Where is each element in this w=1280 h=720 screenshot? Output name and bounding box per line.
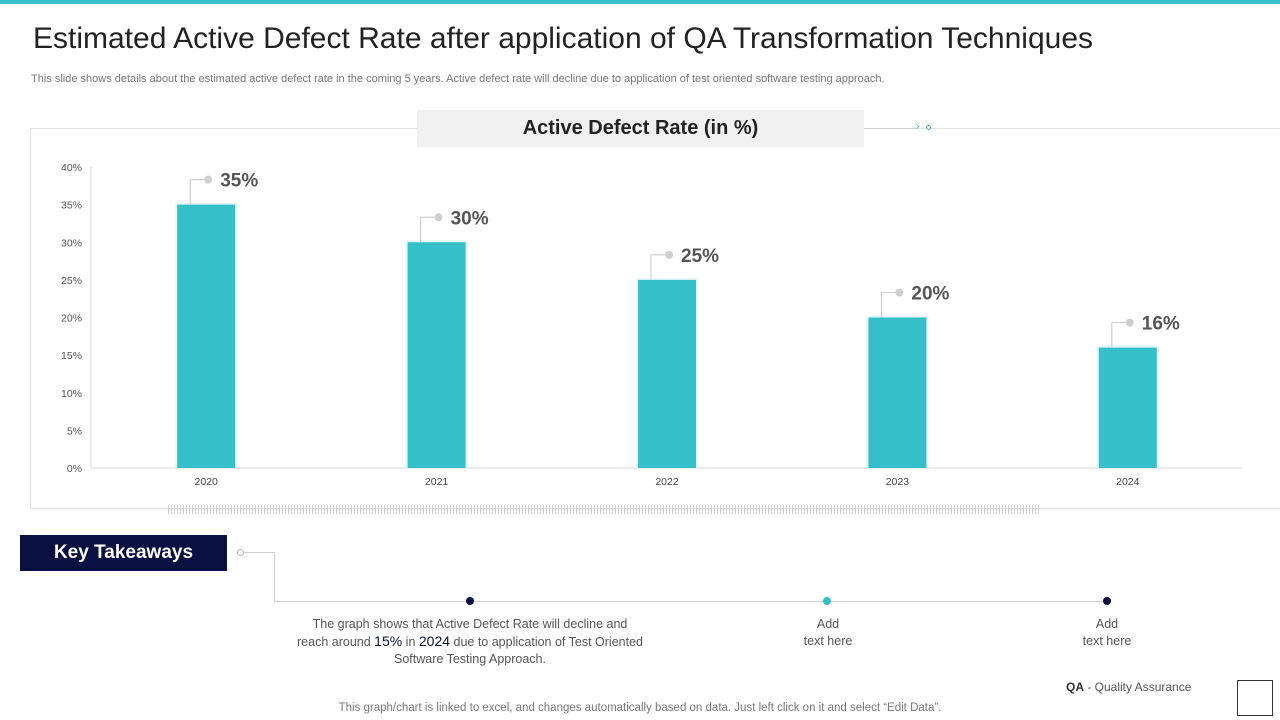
callout-connector	[880, 292, 899, 318]
data-label: 35%	[220, 171, 258, 192]
callout-dot	[204, 175, 213, 184]
x-tick-label: 2021	[425, 476, 449, 488]
connector-line	[244, 552, 275, 553]
timeline-dot-icon	[823, 597, 831, 605]
takeaway-text-1[interactable]: The graph shows that Active Defect Rate …	[297, 617, 643, 666]
chart-title-connector	[864, 128, 918, 129]
y-tick-label: 40%	[61, 162, 82, 174]
y-tick-label: 20%	[61, 313, 82, 325]
bar	[407, 242, 466, 468]
data-label: 25%	[681, 246, 719, 267]
footer-note: This graph/chart is linked to excel, and…	[338, 702, 942, 714]
callout-connector	[1111, 322, 1129, 348]
top-accent-bar	[0, 0, 1280, 4]
timeline-dot-icon	[466, 597, 474, 605]
bar	[868, 317, 927, 468]
x-tick-label: 2022	[655, 476, 679, 488]
data-label: 16%	[1142, 314, 1180, 335]
callout-dot	[895, 288, 904, 297]
y-tick-label: 10%	[61, 388, 82, 400]
timeline-line	[274, 601, 1110, 602]
y-tick-label: 30%	[61, 237, 82, 249]
y-tick-label: 5%	[67, 425, 82, 437]
x-tick-label: 2024	[1116, 476, 1140, 488]
x-tick-label: 2020	[195, 476, 219, 488]
callout-dot	[665, 250, 673, 259]
circle-icon	[926, 125, 931, 130]
decorative-tick-strip	[168, 505, 1040, 514]
callout-dot	[434, 213, 443, 222]
y-tick-label: 25%	[61, 275, 82, 287]
bar	[1098, 347, 1157, 468]
chart-title: Active Defect Rate (in %)	[417, 110, 864, 147]
data-label: 20%	[911, 284, 949, 305]
callout-connector	[420, 216, 438, 243]
x-tick-label: 2023	[886, 476, 910, 488]
key-takeaways-label: Key Takeaways	[20, 535, 227, 571]
abbreviation-note: QA - Quality Assurance	[1066, 680, 1192, 694]
bar	[638, 279, 696, 468]
takeaway-text-2[interactable]: Add text here	[803, 617, 853, 648]
y-tick-label: 0%	[67, 463, 82, 475]
y-tick-label: 35%	[61, 200, 82, 212]
takeaway-text-3[interactable]: Add text here	[1082, 617, 1132, 648]
page-title: Estimated Active Defect Rate after appli…	[33, 22, 1094, 55]
connector-line	[274, 552, 275, 601]
corner-box	[1237, 680, 1273, 716]
data-label: 30%	[451, 208, 489, 229]
y-tick-label: 15%	[61, 350, 82, 362]
page-subtitle: This slide shows details about the estim…	[31, 73, 885, 85]
timeline-dot-icon	[1103, 597, 1111, 605]
callout-dot	[1125, 318, 1134, 327]
callout-connector	[189, 179, 208, 205]
chevron-right-icon: ›	[916, 121, 920, 132]
callout-connector	[650, 254, 668, 280]
connector-dot-icon	[237, 549, 244, 556]
bar	[177, 204, 236, 468]
